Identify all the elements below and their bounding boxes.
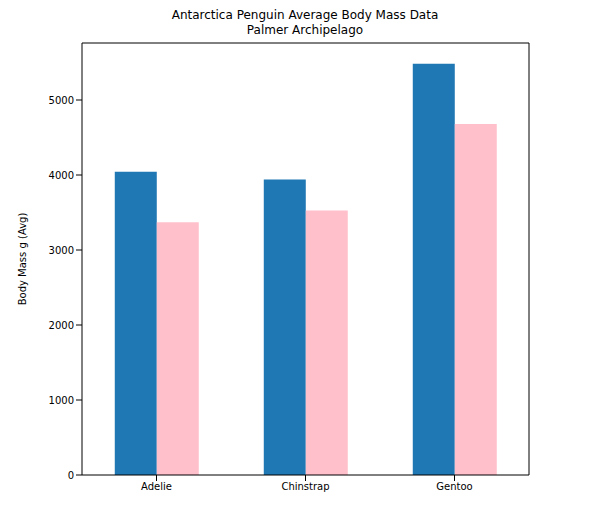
svg-text:0: 0	[68, 470, 74, 481]
html-text:Palmer Archipelago: Palmer Archipelago	[246, 23, 364, 37]
svg-text:Body Mass g (Avg): Body Mass g (Avg)	[17, 213, 28, 306]
svg-text:Chinstrap: Chinstrap	[281, 481, 329, 492]
svg-text:2000: 2000	[49, 320, 74, 331]
svg-text:Gentoo: Gentoo	[436, 481, 472, 492]
svg-text:1000: 1000	[49, 395, 74, 406]
html-text:Antarctica Penguin Average Bod: Antarctica Penguin Average Body Mass Dat…	[171, 8, 439, 22]
svg-text:5000: 5000	[49, 95, 74, 106]
svg-text:3000: 3000	[49, 245, 74, 256]
svg-text:4000: 4000	[49, 170, 74, 181]
svg-text:Adelie: Adelie	[141, 481, 172, 492]
